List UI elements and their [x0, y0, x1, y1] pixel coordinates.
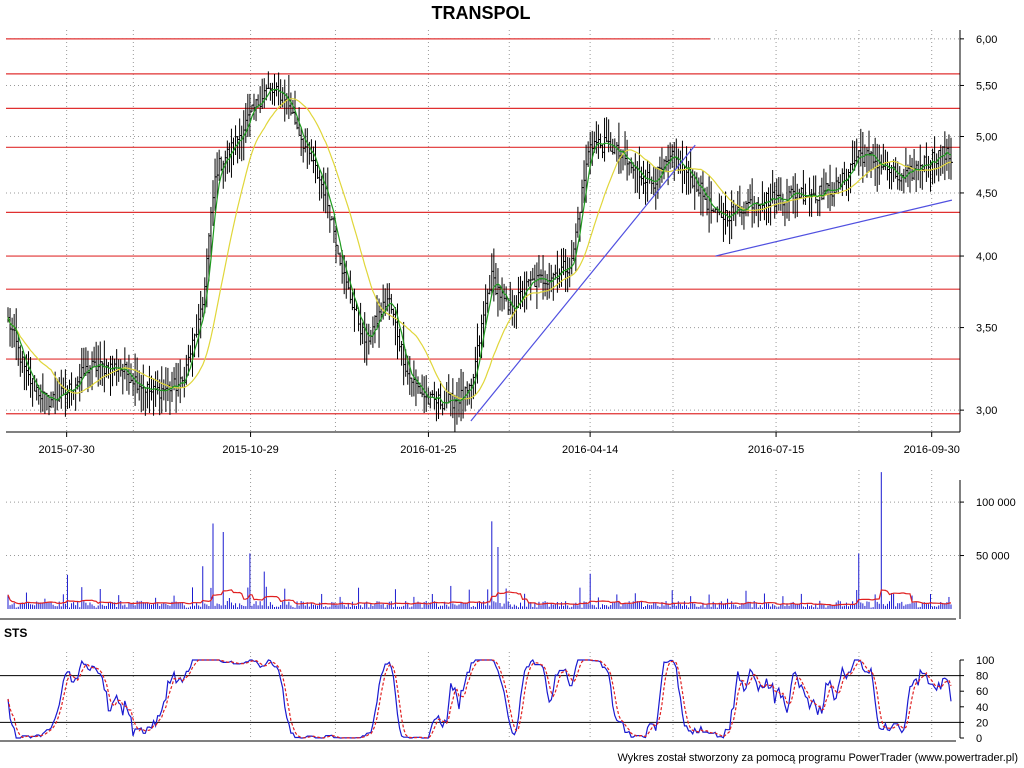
sts-tick-label: 80 [976, 671, 988, 683]
price-tick-label: 4,50 [976, 188, 997, 200]
sts-d-line [7, 659, 952, 739]
moving-averages [7, 88, 952, 404]
volume-tick-label: 50 000 [976, 551, 1010, 563]
ma-long-line [7, 98, 952, 400]
date-tick-label: 2016-04-14 [562, 444, 618, 456]
price-axis: 6,00 5,50 5,00 4,50 4,00 3,50 3,00 [959, 30, 997, 432]
sts-lines [7, 659, 952, 739]
date-tick-label: 2016-01-25 [400, 444, 456, 456]
sts-tick-label: 100 [976, 655, 994, 667]
sts-axis: 100 80 60 40 20 0 [0, 655, 994, 745]
sts-grid [0, 652, 960, 738]
date-tick-label: 2016-07-15 [748, 444, 804, 456]
volume-tick-label: 100 000 [976, 497, 1016, 509]
date-axis: 2015-07-30 2015-10-29 2016-01-25 2016-04-14… [6, 431, 960, 456]
sts-tick-label: 20 [976, 717, 988, 729]
trend-line [470, 144, 696, 422]
trend-line [715, 199, 953, 257]
date-tick-label: 2015-10-29 [222, 444, 278, 456]
credit-text: Wykres został stworzony za pomocą progra… [617, 752, 1018, 764]
sts-tick-label: 0 [976, 733, 982, 745]
price-tick-label: 6,00 [976, 34, 997, 46]
price-tick-label: 4,00 [976, 251, 997, 263]
sts-tick-label: 60 [976, 686, 988, 698]
volume-bars [7, 472, 952, 609]
sts-k-line [7, 659, 952, 739]
price-tick-label: 5,50 [976, 80, 997, 92]
sts-tick-label: 40 [976, 702, 988, 714]
sts-label: STS [4, 626, 27, 640]
trend-lines [470, 144, 953, 422]
ma-short-line [7, 88, 952, 404]
volume-average-line [7, 589, 952, 607]
date-tick-label: 2015-07-30 [38, 444, 94, 456]
price-tick-label: 5,00 [976, 132, 997, 144]
volume-axis: 100 000 50 000 [0, 480, 1016, 620]
date-tick-label: 2016-09-30 [904, 444, 960, 456]
price-tick-label: 3,50 [976, 323, 997, 335]
chart-title: TRANSPOL [432, 3, 531, 23]
support-resistance-lines [6, 38, 960, 415]
price-tick-label: 3,00 [976, 405, 997, 417]
